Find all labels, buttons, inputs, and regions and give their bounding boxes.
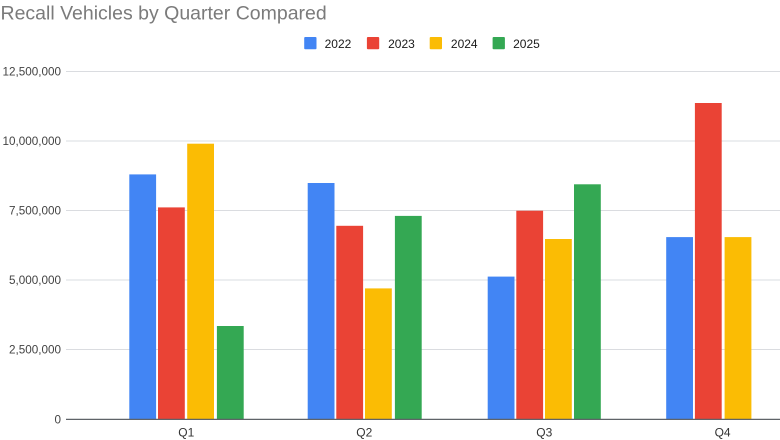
svg-text:Q4: Q4 xyxy=(715,426,731,440)
svg-text:Recall Vehicles by Quarter Com: Recall Vehicles by Quarter Compared xyxy=(1,3,327,25)
svg-text:2022: 2022 xyxy=(325,37,352,51)
svg-text:2025: 2025 xyxy=(513,37,540,51)
svg-text:2023: 2023 xyxy=(388,37,415,51)
svg-text:2024: 2024 xyxy=(451,37,478,51)
svg-text:Q3: Q3 xyxy=(536,426,552,440)
svg-text:Q1: Q1 xyxy=(178,426,194,440)
svg-text:7,500,000: 7,500,000 xyxy=(9,205,61,218)
svg-text:2,500,000: 2,500,000 xyxy=(9,344,61,357)
svg-text:Q2: Q2 xyxy=(356,426,372,440)
svg-text:0: 0 xyxy=(54,414,61,427)
svg-text:5,000,000: 5,000,000 xyxy=(9,274,61,287)
svg-text:12,500,000: 12,500,000 xyxy=(3,66,62,79)
svg-text:10,000,000: 10,000,000 xyxy=(3,135,62,148)
